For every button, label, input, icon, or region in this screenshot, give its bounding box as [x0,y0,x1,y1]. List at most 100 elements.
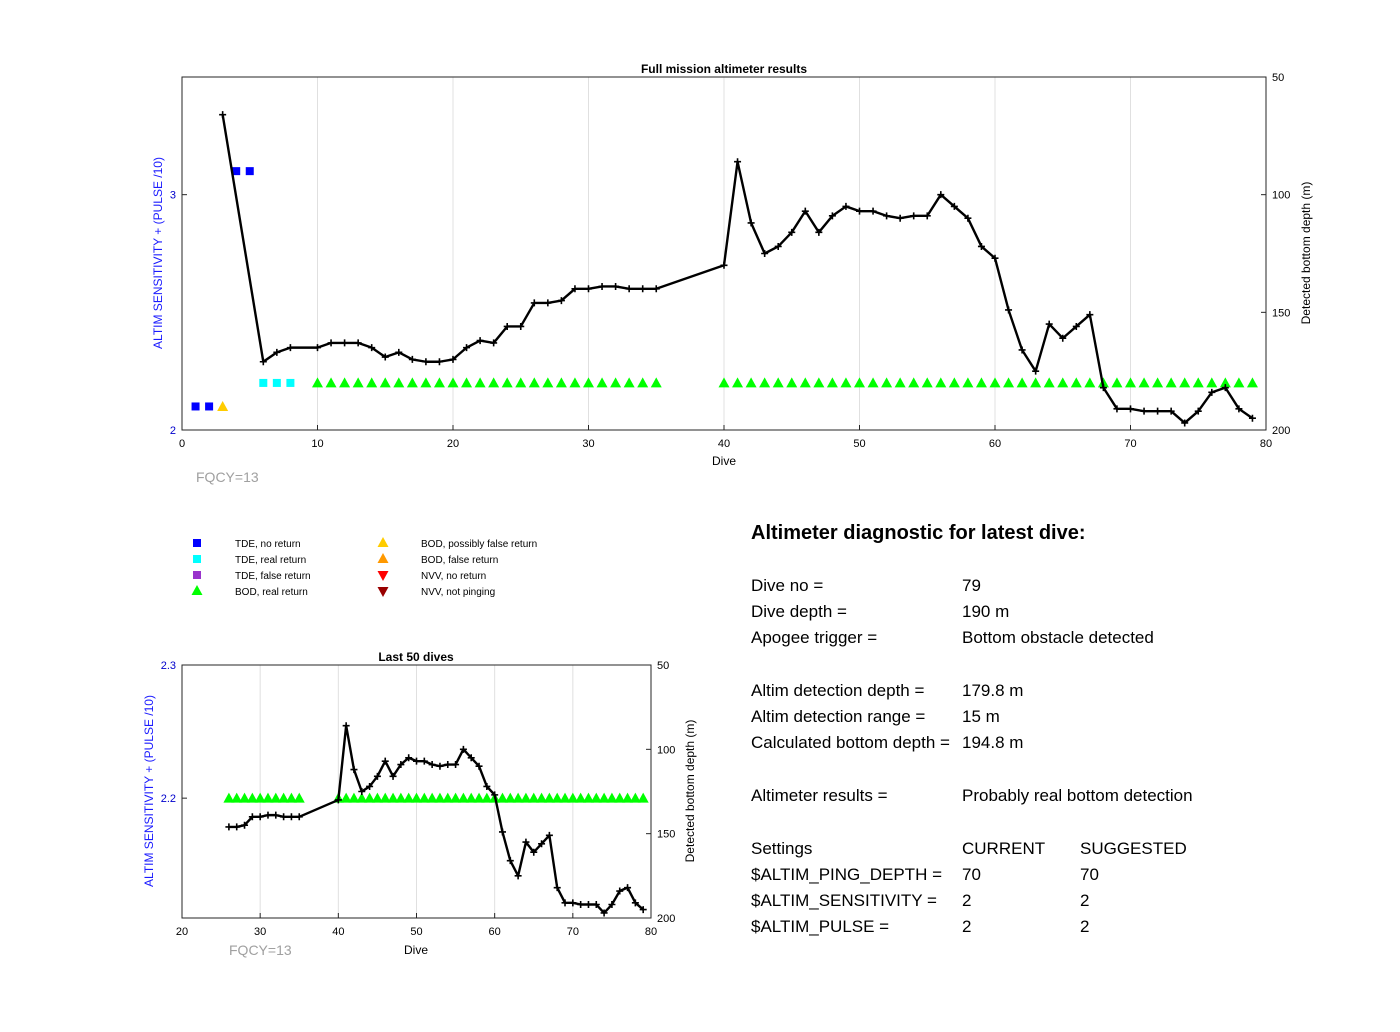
bod-real-return-marker [1206,377,1218,388]
bottom-depth-point [1059,334,1067,342]
bottom-depth-point [514,872,522,880]
bod-real-return-marker [481,792,493,803]
bottom-depth-point [1248,414,1256,422]
legend-label: TDE, no return [235,539,301,550]
bottom-depth-point [503,322,511,330]
bottom-depth-point [869,207,877,215]
bottom-depth-point [1113,405,1121,413]
legend-item: NVV, not pinging [377,587,495,598]
bottom-depth-point [577,901,585,909]
bod-real-return-marker [352,377,364,388]
legend-item: TDE, no return [193,539,301,550]
bod-real-return-marker [590,792,602,803]
bottom-depth-point [571,285,579,293]
bod-real-return-marker [614,792,626,803]
bottom-depth-point [856,207,863,215]
bottom-depth-point [937,191,945,199]
bottom-depth-point [612,282,620,290]
y-right-tick-label: 100 [1272,190,1290,202]
last-50-dives-chart: Last 50 dives 20 30 40 50 60 70 80 2.2 2.3 50 10… [142,650,697,958]
bottom-depth-point [761,250,769,257]
bod-real-return-marker [442,792,454,803]
bod-real-return-marker [1070,377,1082,388]
bod-real-return-marker [411,792,422,803]
tde-false-return-square-icon [193,571,201,579]
altim-detection-range-value: 15 m [962,707,1000,726]
bottom-depth-point [584,901,592,909]
y-left-axis-label: ALTIM SENSITIVITY + (PULSE /10) [142,695,156,887]
bod-real-return-marker [403,792,415,803]
bottom-depth-point [436,762,444,770]
tde-no-return-marker [245,167,254,176]
bottom-depth-point [1099,384,1107,392]
bod-real-return-marker [418,792,430,803]
legend-item: TDE, false return [193,571,311,582]
bod-real-return-marker [406,377,418,388]
bottom-depth-point [544,299,552,307]
bottom-depth-point [561,899,569,907]
bod-real-return-marker [745,377,757,388]
legend-item: BOD, possibly false return [377,537,537,550]
bottom-depth-point [405,754,413,762]
bottom-depth-point [801,207,809,215]
bod-real-return-marker [569,377,581,388]
bottom-depth-point [314,344,321,352]
bottom-depth-point [287,813,295,821]
bod-real-return-marker [293,792,305,803]
bottom-depth-point [522,838,530,846]
bod-real-return-triangle-icon [191,585,203,595]
tde-real-return-square-icon [193,555,201,563]
bottom-depth-point [569,899,577,907]
bottom-depth-point [1127,405,1134,413]
y-right-tick-label: 100 [657,744,675,756]
x-axis-label: Dive [712,454,736,468]
tde-real-return-marker [272,378,281,387]
bod-real-return-marker [826,377,838,388]
bod-real-return-marker [371,792,383,803]
bottom-depth-point [342,722,350,730]
bod-real-return-marker [543,792,555,803]
y-right-tick-label: 150 [1272,307,1290,319]
bod-real-return-marker [596,377,608,388]
bottom-depth-point [1221,384,1229,392]
bod-real-return-marker [312,377,323,388]
bod-real-return-marker [387,792,399,803]
bod-real-return-marker [575,792,587,803]
bottom-depth-point [272,811,280,819]
bottom-depth-point [530,848,538,856]
bottom-depth-point [366,782,374,790]
bod-real-return-marker [629,792,641,803]
bod-real-return-marker [395,792,407,803]
bod-real-return-marker [447,377,459,388]
bottom-depth-point [815,228,823,236]
bod-real-return-marker [434,792,446,803]
bod-real-return-marker [606,792,618,803]
bod-real-return-marker [894,377,906,388]
tde-real-return-marker [286,378,295,387]
bod-real-return-marker [278,792,290,803]
pulse-label: $ALTIM_PULSE = [751,917,889,936]
bod-real-return-marker [650,377,662,388]
bod-real-return-marker [379,377,391,388]
bod-false-return-triangle-icon [377,553,389,563]
bottom-depth-point [248,813,256,821]
bod-real-return-marker [786,377,798,388]
bod-real-return-marker [1043,377,1055,388]
bod-real-return-marker [356,792,368,803]
bod-real-return-marker [772,377,784,388]
bottom-depth-point [408,355,416,363]
bod-real-return-marker [935,377,947,388]
bottom-depth-point [368,344,376,352]
bottom-depth-point [883,212,891,220]
bod-real-return-marker [1219,377,1231,388]
legend-item: NVV, no return [377,571,486,582]
altim-detection-range-label: Altim detection range = [751,707,925,726]
bod-real-return-marker [528,377,540,388]
bottom-depth-point [652,285,660,293]
bod-real-return-marker [366,377,378,388]
bottom-depth-point [553,884,561,892]
bottom-depth-point [241,821,249,829]
bottom-depth-point [530,299,538,307]
bottom-depth-point [624,884,632,892]
